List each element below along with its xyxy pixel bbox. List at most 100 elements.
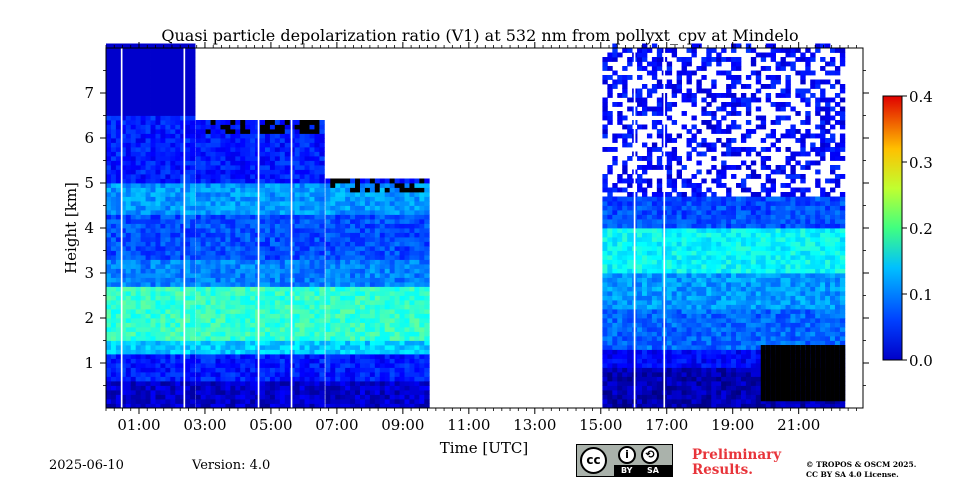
heatmap-cell (414, 196, 420, 202)
heatmap-cell (245, 124, 251, 130)
heatmap-cell (170, 129, 176, 134)
heatmap-cell (210, 201, 216, 206)
heatmap-cell (215, 142, 221, 148)
heatmap-cell (389, 381, 396, 386)
heatmap-cell (200, 160, 207, 166)
heatmap-cell (170, 115, 176, 121)
heatmap-cell (364, 273, 371, 278)
heatmap-cell (274, 237, 281, 242)
heatmap-cell (414, 394, 420, 400)
heatmap-cell (185, 241, 191, 247)
heatmap-cell (264, 286, 271, 292)
heatmap-cell (419, 394, 425, 400)
heatmap-cell (656, 304, 663, 310)
heatmap-cell (145, 205, 151, 211)
heatmap-cell (135, 232, 142, 238)
heatmap-cell (240, 358, 246, 364)
heatmap-cell (404, 327, 410, 332)
heatmap-cell (235, 381, 241, 386)
heatmap-cell (340, 372, 346, 377)
heatmap-cell (304, 246, 310, 251)
heatmap-cell (205, 381, 211, 386)
heatmap-cell (225, 214, 231, 220)
heatmap-cell (289, 250, 296, 256)
heatmap-cell (294, 129, 301, 134)
heatmap-cell (210, 183, 216, 188)
heatmap-cell (240, 390, 246, 395)
heatmap-cell (175, 376, 181, 382)
heatmap-cell (345, 399, 351, 404)
heatmap-cell (240, 223, 246, 229)
heatmap-cell (350, 201, 356, 206)
heatmap-cell (215, 205, 221, 211)
heatmap-cell (200, 246, 207, 251)
heatmap-cell (245, 142, 251, 148)
heatmap-cell (106, 120, 112, 125)
heatmap-cell (264, 349, 271, 355)
heatmap-cell (389, 309, 396, 314)
heatmap-cell (106, 390, 112, 395)
heatmap-cell (220, 295, 226, 301)
heatmap-cell (642, 313, 648, 319)
heatmap-cell (160, 228, 166, 233)
heatmap-cell (409, 345, 415, 350)
heatmap-cell (279, 336, 286, 341)
heatmap-cell (145, 147, 151, 152)
heatmap-cell (294, 345, 301, 350)
heatmap-cell (195, 174, 202, 179)
heatmap-cell (170, 331, 176, 337)
heatmap-cell (304, 340, 310, 346)
heatmap-cell (404, 349, 410, 355)
heatmap-cell (230, 219, 236, 224)
heatmap-cell (656, 48, 663, 53)
heatmap-cell (350, 394, 356, 400)
heatmap-cell (125, 156, 132, 161)
heatmap-cell (260, 147, 266, 152)
heatmap-cell (264, 295, 271, 301)
heatmap-cell (289, 228, 296, 233)
heatmap-cell (314, 183, 320, 188)
heatmap-cell (319, 192, 325, 197)
heatmap-cell (240, 291, 246, 296)
heatmap-cell (269, 381, 276, 386)
heatmap-cell (330, 363, 336, 368)
heatmap-cell (399, 390, 405, 395)
heatmap-cell (314, 322, 320, 328)
heatmap-cell (145, 79, 151, 85)
heatmap-cell (646, 345, 653, 350)
heatmap-cell (646, 282, 653, 287)
heatmap-cell (340, 403, 346, 409)
heatmap-cell (220, 174, 226, 179)
heatmap-cell (106, 277, 112, 283)
heatmap-cell (245, 169, 251, 175)
heatmap-cell (205, 169, 211, 175)
heatmap-cell (205, 282, 211, 287)
heatmap-cell (335, 322, 341, 328)
heatmap-cell (195, 385, 202, 391)
heatmap-cell (424, 322, 430, 328)
heatmap-cell (245, 210, 251, 215)
heatmap-cell (642, 84, 648, 89)
heatmap-cell (200, 313, 207, 319)
heatmap-cell (350, 219, 356, 224)
heatmap-cell (304, 169, 310, 175)
heatmap-cell (637, 237, 643, 242)
heatmap-cell (350, 367, 356, 373)
heatmap-cell (210, 232, 216, 238)
heatmap-cell (195, 192, 202, 197)
heatmap-cell (135, 106, 142, 112)
heatmap-cell (200, 250, 207, 256)
heatmap-cell (190, 358, 196, 364)
heatmap-cell (210, 259, 216, 265)
heatmap-cell (289, 327, 296, 332)
heatmap-cell (345, 376, 351, 382)
heatmap-cell (319, 345, 325, 350)
heatmap-cell (419, 196, 425, 202)
heatmap-cell (622, 187, 628, 193)
heatmap-cell (106, 259, 112, 265)
heatmap-cell (250, 174, 256, 179)
heatmap-cell (289, 214, 296, 220)
heatmap-cell (364, 210, 371, 215)
heatmap-cell (235, 124, 241, 130)
heatmap-cell (115, 277, 122, 283)
